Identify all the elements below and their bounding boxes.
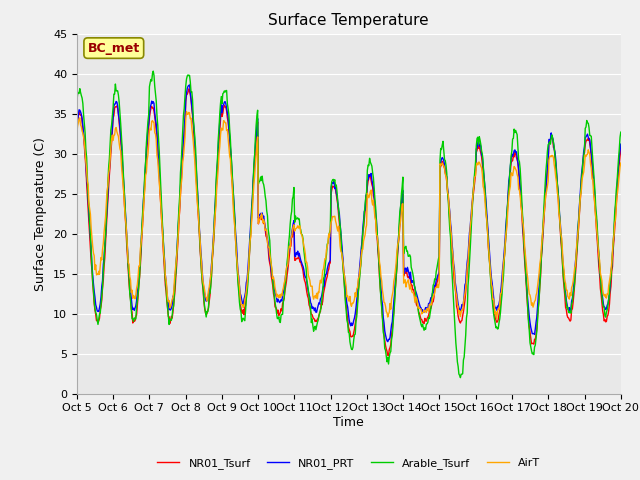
X-axis label: Time: Time xyxy=(333,416,364,429)
NR01_PRT xyxy=(73,120,81,125)
NR01_PRT xyxy=(417,304,424,310)
Line: NR01_Tsurf: NR01_Tsurf xyxy=(77,89,621,356)
Arable_Tsurf xyxy=(195,209,202,215)
NR01_Tsurf xyxy=(417,314,424,320)
AirT xyxy=(223,127,231,132)
AirT xyxy=(493,316,500,322)
NR01_Tsurf xyxy=(385,353,392,359)
AirT xyxy=(416,306,424,312)
AirT xyxy=(195,217,202,223)
NR01_PRT xyxy=(223,109,231,115)
AirT xyxy=(431,285,439,290)
AirT xyxy=(139,222,147,228)
Y-axis label: Surface Temperature (C): Surface Temperature (C) xyxy=(35,137,47,290)
NR01_Tsurf xyxy=(617,146,625,152)
NR01_Tsurf xyxy=(73,123,81,129)
AirT xyxy=(83,167,90,173)
NR01_Tsurf xyxy=(433,284,440,289)
Arable_Tsurf xyxy=(431,276,439,282)
Arable_Tsurf xyxy=(149,68,157,74)
Arable_Tsurf xyxy=(416,314,424,320)
NR01_PRT xyxy=(195,212,202,217)
AirT xyxy=(182,108,190,114)
Arable_Tsurf xyxy=(617,129,625,135)
Title: Surface Temperature: Surface Temperature xyxy=(269,13,429,28)
Arable_Tsurf xyxy=(456,375,464,381)
Arable_Tsurf xyxy=(83,155,90,160)
NR01_Tsurf xyxy=(195,217,202,223)
Arable_Tsurf xyxy=(139,210,147,216)
NR01_Tsurf xyxy=(185,86,193,92)
Legend: NR01_Tsurf, NR01_PRT, Arable_Tsurf, AirT: NR01_Tsurf, NR01_PRT, Arable_Tsurf, AirT xyxy=(153,453,545,473)
Arable_Tsurf xyxy=(223,101,231,107)
Text: BC_met: BC_met xyxy=(88,42,140,55)
NR01_PRT xyxy=(83,174,90,180)
Line: AirT: AirT xyxy=(77,111,621,319)
AirT xyxy=(617,160,625,166)
Line: NR01_PRT: NR01_PRT xyxy=(77,85,621,342)
NR01_Tsurf xyxy=(223,115,231,120)
NR01_PRT xyxy=(433,277,440,283)
Arable_Tsurf xyxy=(73,99,81,105)
NR01_PRT xyxy=(617,141,625,147)
NR01_Tsurf xyxy=(139,220,147,226)
NR01_PRT xyxy=(139,214,147,220)
NR01_PRT xyxy=(384,339,392,345)
NR01_PRT xyxy=(186,82,193,88)
Line: Arable_Tsurf: Arable_Tsurf xyxy=(77,71,621,378)
NR01_Tsurf xyxy=(83,180,90,186)
AirT xyxy=(73,131,81,136)
